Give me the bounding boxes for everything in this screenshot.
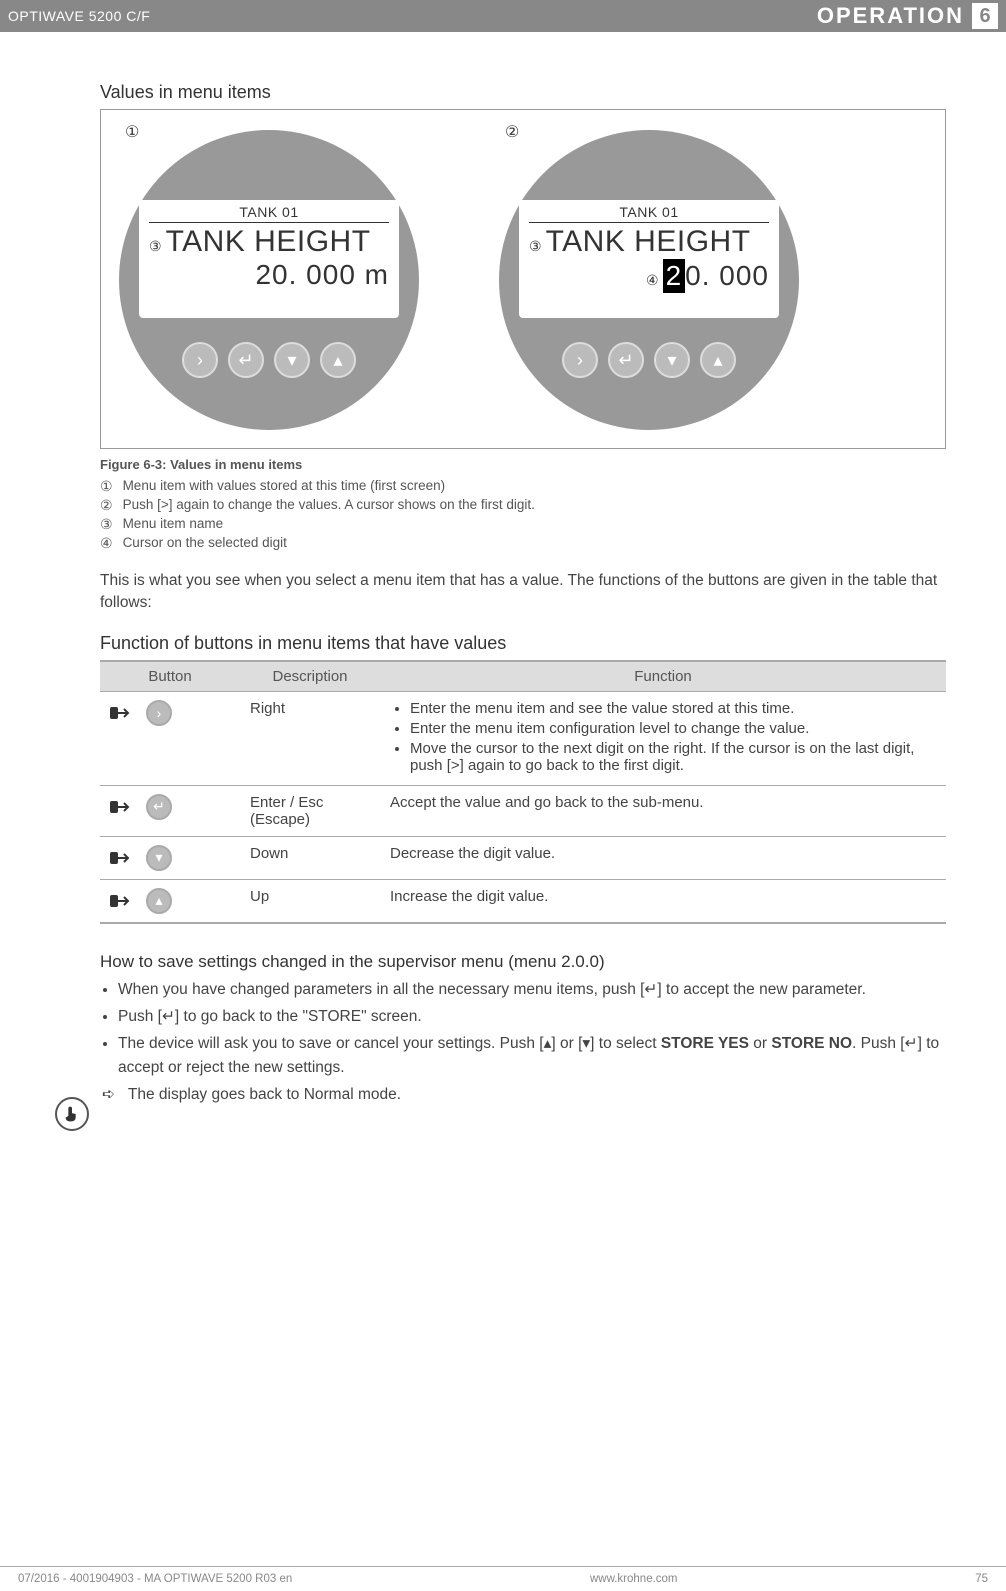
- desc-enter: Enter / Esc (Escape): [240, 785, 380, 836]
- enter-button-icon: ↵: [146, 794, 172, 820]
- lcd-screen-2: TANK 01 ③ TANK HEIGHT ④ 20. 000: [519, 200, 779, 318]
- lcd-value-2: 20. 000: [663, 259, 769, 293]
- table-row: ↵ Enter / Esc (Escape) Accept the value …: [100, 785, 946, 836]
- product-name: OPTIWAVE 5200 C/F: [8, 8, 150, 24]
- legend-4: Cursor on the selected digit: [123, 535, 287, 552]
- down-button-icon: ▾: [654, 342, 690, 378]
- enter-button-icon: ↵: [608, 342, 644, 378]
- callout-1: ①: [125, 122, 139, 142]
- callout-3b: ③: [529, 238, 542, 255]
- lcd-value-1: 20. 000 m: [149, 259, 389, 291]
- func-right-list: Enter the menu item and see the value st…: [390, 700, 936, 774]
- hand-pointer-icon: [110, 849, 138, 867]
- lcd-item-1: TANK HEIGHT: [166, 225, 371, 259]
- step-1: When you have changed parameters in all …: [118, 978, 946, 1001]
- table-row: › Right Enter the menu item and see the …: [100, 691, 946, 785]
- th-button: Button: [100, 661, 240, 692]
- lcd-tank-1: TANK 01: [149, 204, 389, 223]
- desc-down: Down: [240, 836, 380, 879]
- table-row: ▾ Down Decrease the digit value.: [100, 836, 946, 879]
- page-footer: 07/2016 - 4001904903 - MA OPTIWAVE 5200 …: [0, 1566, 1006, 1591]
- hand-pointer-icon: [110, 798, 138, 816]
- right-button-icon: ›: [562, 342, 598, 378]
- func-up: Increase the digit value.: [380, 879, 946, 923]
- legend-2: Push [>] again to change the values. A c…: [123, 497, 535, 514]
- howto-steps: When you have changed parameters in all …: [100, 978, 946, 1079]
- section-title-header: OPERATION: [817, 3, 964, 29]
- th-description: Description: [240, 661, 380, 692]
- dial-buttons-1: › ↵ ▾ ▴: [182, 342, 356, 378]
- right-button-icon: ›: [146, 700, 172, 726]
- th-function: Function: [380, 661, 946, 692]
- up-button-icon: ▴: [700, 342, 736, 378]
- enter-button-icon: ↵: [228, 342, 264, 378]
- step-2: Push [↵] to go back to the "STORE" scree…: [118, 1005, 946, 1028]
- page-header: OPTIWAVE 5200 C/F OPERATION 6: [0, 0, 1006, 32]
- figure-caption: Figure 6-3: Values in menu items: [100, 457, 946, 472]
- table-title: Function of buttons in menu items that h…: [100, 633, 946, 654]
- procedure-hand-icon: [55, 1097, 89, 1131]
- legend-3: Menu item name: [123, 516, 224, 533]
- desc-right: Right: [240, 691, 380, 785]
- dial-2-wrap: ② TANK 01 ③ TANK HEIGHT ④ 20. 000: [499, 124, 799, 430]
- up-button-icon: ▴: [320, 342, 356, 378]
- footer-center: www.krohne.com: [590, 1573, 678, 1585]
- result-line: ➪ The display goes back to Normal mode.: [100, 1085, 946, 1104]
- dial-1-wrap: ① TANK 01 ③ TANK HEIGHT 20. 000 m › ↵ ▾: [119, 124, 419, 430]
- down-button-icon: ▾: [146, 845, 172, 871]
- cursor-digit: 2: [663, 259, 686, 293]
- figure-legend: ①Menu item with values stored at this ti…: [100, 478, 946, 552]
- figure-container: ① TANK 01 ③ TANK HEIGHT 20. 000 m › ↵ ▾: [100, 109, 946, 449]
- lcd-item-2: TANK HEIGHT: [546, 225, 751, 259]
- up-button-icon: ▴: [146, 888, 172, 914]
- legend-1: Menu item with values stored at this tim…: [123, 478, 446, 495]
- footer-right: 75: [975, 1573, 988, 1585]
- down-button-icon: ▾: [274, 342, 310, 378]
- footer-left: 07/2016 - 4001904903 - MA OPTIWAVE 5200 …: [18, 1573, 292, 1585]
- device-dial-2: TANK 01 ③ TANK HEIGHT ④ 20. 000: [499, 130, 799, 430]
- chapter-number: 6: [972, 3, 998, 29]
- lcd-screen-1: TANK 01 ③ TANK HEIGHT 20. 000 m: [139, 200, 399, 318]
- hand-pointer-icon: [110, 704, 138, 722]
- table-header-row: Button Description Function: [100, 661, 946, 692]
- desc-up: Up: [240, 879, 380, 923]
- callout-2: ②: [505, 122, 519, 142]
- hand-pointer-icon: [110, 892, 138, 910]
- right-button-icon: ›: [182, 342, 218, 378]
- func-down: Decrease the digit value.: [380, 836, 946, 879]
- dial-buttons-2: › ↵ ▾ ▴: [562, 342, 736, 378]
- header-right: OPERATION 6: [817, 3, 998, 29]
- function-table: Button Description Function › Right Ente…: [100, 660, 946, 924]
- step-3: The device will ask you to save or cance…: [118, 1032, 946, 1079]
- callout-4: ④: [646, 272, 659, 289]
- howto-title: How to save settings changed in the supe…: [100, 952, 946, 972]
- lcd-tank-2: TANK 01: [529, 204, 769, 223]
- device-dial-1: TANK 01 ③ TANK HEIGHT 20. 000 m › ↵ ▾ ▴: [119, 130, 419, 430]
- intro-paragraph: This is what you see when you select a m…: [100, 570, 946, 615]
- figure-title: Values in menu items: [100, 82, 946, 103]
- table-row: ▴ Up Increase the digit value.: [100, 879, 946, 923]
- func-enter: Accept the value and go back to the sub-…: [380, 785, 946, 836]
- callout-3a: ③: [149, 238, 162, 255]
